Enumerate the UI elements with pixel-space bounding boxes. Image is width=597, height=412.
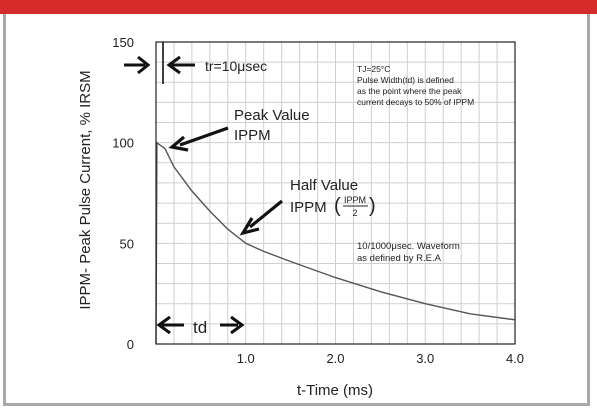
y-tick-label: 150 [112,35,134,50]
header-accent-bar [0,0,597,14]
x-tick-label: 2.0 [326,351,344,366]
conditions-line-2: Pulse Width(td) is defined [357,75,454,85]
half-ippm-label: IPPM [290,199,327,216]
x-tick-label: 1.0 [237,351,255,366]
y-tick-label: 50 [120,236,134,251]
tr-arrow-left [124,55,151,75]
x-axis-label: t-Time (ms) [297,382,373,399]
chart-frame [3,14,590,406]
half-arrow [239,199,284,236]
waveform-line-1: 10/1000μsec. Waveform [357,241,460,252]
y-tick-label: 0 [127,337,134,352]
td-label: td [193,318,207,337]
y-tick-label: 100 [112,136,134,151]
conditions-line-4: current decays to 50% of IPPM [357,97,474,107]
y-axis-label: IPPM- Peak Pulse Current, % IRSM [77,70,94,309]
waveform-line-2: as defined by R.E.A [357,253,442,264]
series-line-pulse-waveform [155,141,516,345]
x-tick-label: 3.0 [416,351,434,366]
tr-arrow-right [166,55,195,75]
half-frac-den: 2 [352,208,357,218]
peak-ippm-label: IPPM [234,127,271,144]
plot-area-border [155,41,516,345]
half-frac-paren-left: ( [334,195,341,217]
tick-labels: 1.0 2.0 3.0 4.0 0 50 100 150 [112,35,524,366]
half-frac-paren-right: ) [369,195,376,217]
td-arrow-right [220,315,245,335]
conditions-line-1: TJ=25°C [357,64,390,74]
conditions-line-3: as the point where the peak [357,86,462,96]
x-tick-label: 4.0 [506,351,524,366]
tr-label: tr=10μsec [205,58,267,74]
half-value-label: Half Value [290,177,358,194]
half-frac-num: IPPM [344,195,366,205]
td-arrow-left [156,315,184,335]
peak-value-label: Peak Value [234,107,310,124]
peak-arrow [168,126,229,152]
